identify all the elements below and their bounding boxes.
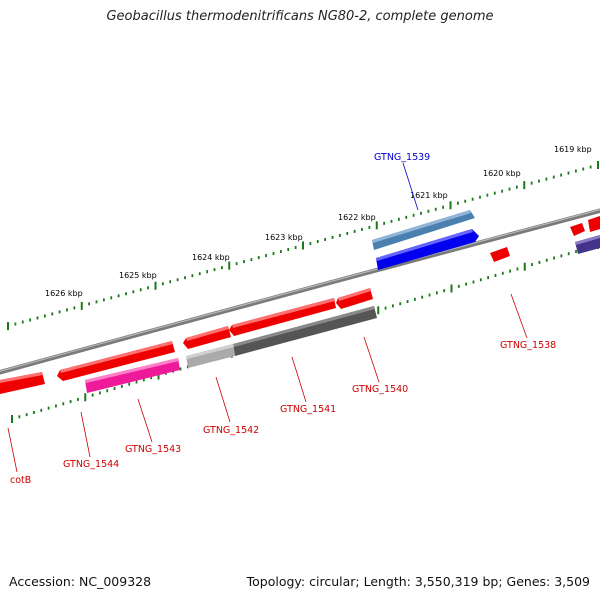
leader-gtng-1539 — [402, 162, 419, 211]
leader-gtng-1541 — [291, 356, 307, 403]
kbp-label-1621: 1621 kbp — [410, 191, 448, 200]
kbp-label-1620: 1620 kbp — [483, 169, 521, 178]
gene-label-gtng-1538[interactable]: GTNG_1538 — [500, 340, 556, 351]
gene-label-gtng-1542[interactable]: GTNG_1542 — [203, 425, 259, 436]
leader-gtng-1544 — [80, 411, 91, 458]
gene-gtng-1539-upper[interactable] — [372, 210, 475, 250]
gene-gtng-1539-lower[interactable] — [376, 229, 479, 270]
leader-gtng-1540 — [363, 336, 380, 383]
leader-cotb — [7, 427, 18, 473]
gene-label-gtng-1543[interactable]: GTNG_1543 — [125, 444, 181, 455]
gene-label-cotb[interactable]: cotB — [10, 475, 31, 486]
gene-label-gtng-1540[interactable]: GTNG_1540 — [352, 384, 408, 395]
gene-gtng-1540-gray[interactable] — [233, 306, 377, 356]
leader-gtng-1542 — [215, 376, 231, 423]
gene-gtng-1542-gray[interactable] — [186, 344, 235, 368]
kbp-label-1623: 1623 kbp — [265, 233, 303, 242]
gene-right-red-2[interactable] — [588, 216, 600, 232]
topology-text: Topology: circular; Length: 3,550,319 bp… — [246, 574, 590, 589]
genome-backbone-highlight — [0, 209, 600, 372]
map-title: Geobacillus thermodenitrificans NG80-2, … — [106, 9, 494, 24]
gene-label-gtng-1544[interactable]: GTNG_1544 — [63, 459, 119, 470]
gene-gtng-1541-shape[interactable] — [229, 298, 336, 336]
genome-backbone — [0, 208, 600, 375]
gene-cotb-shape[interactable] — [0, 372, 45, 394]
kbp-label-1624: 1624 kbp — [192, 253, 230, 262]
gene-right-purple[interactable] — [575, 235, 600, 254]
upper-tick-track — [7, 161, 599, 330]
leader-gtng-1543 — [137, 398, 153, 443]
kbp-label-1625: 1625 kbp — [119, 271, 157, 280]
gene-gtng-1542-shape[interactable] — [183, 326, 231, 349]
gene-gtng-1543-shape[interactable] — [85, 358, 180, 393]
gene-right-red-1[interactable] — [570, 223, 585, 236]
leader-gtng-1538 — [510, 293, 528, 339]
gene-gtng-1544-shape[interactable] — [57, 341, 175, 381]
gene-label-gtng-1541[interactable]: GTNG_1541 — [280, 404, 336, 415]
accession-text: Accession: NC_009328 — [9, 574, 152, 589]
kbp-label-1626: 1626 kbp — [45, 289, 83, 298]
gene-gtng-1538-shape[interactable] — [490, 247, 510, 262]
gene-gtng-1540-shape[interactable] — [336, 288, 373, 309]
kbp-label-1622: 1622 kbp — [338, 213, 376, 222]
gene-label-gtng-1539[interactable]: GTNG_1539 — [374, 152, 430, 163]
kbp-label-1619: 1619 kbp — [554, 145, 592, 154]
